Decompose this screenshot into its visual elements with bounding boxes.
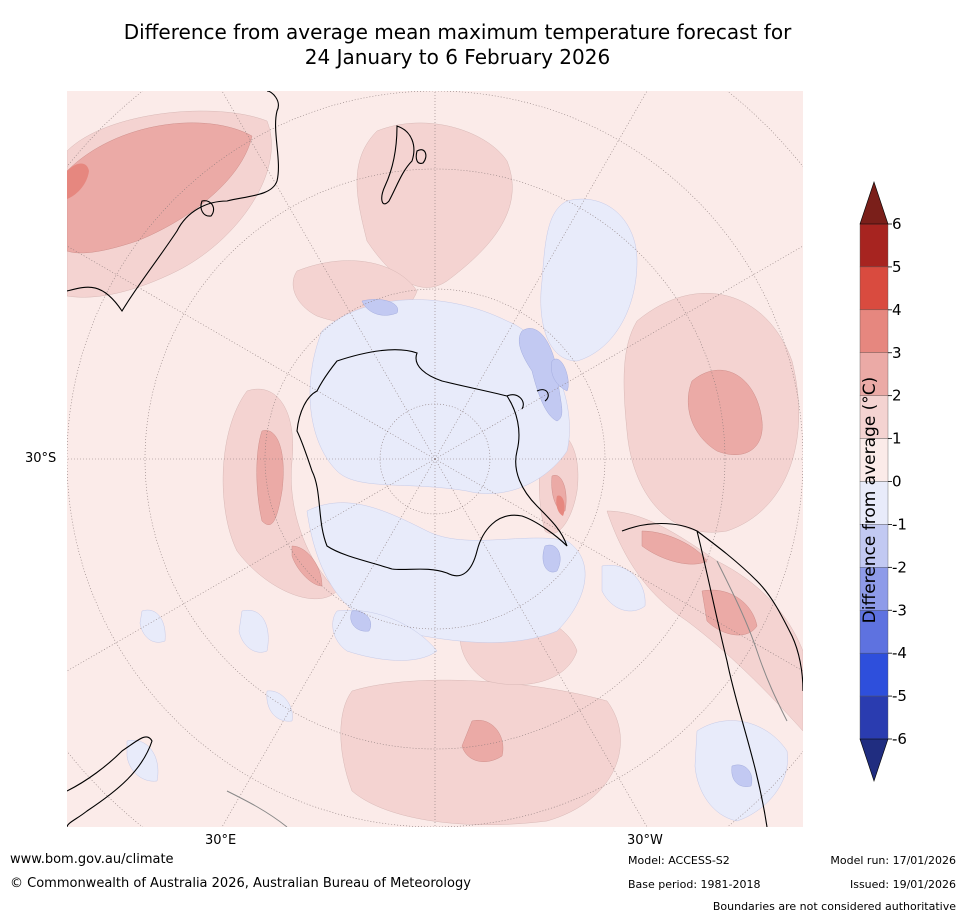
footer-issued: Issued: 19/01/2026 (849, 878, 956, 891)
colorbar-band (859, 266, 889, 311)
antarctica-coast (296, 349, 568, 577)
south-america-coast (621, 523, 803, 827)
footer-disclaimer: Boundaries are not considered authoritat… (712, 900, 956, 913)
lon-label-30e: 30°E (205, 833, 237, 848)
anomaly-warm-2-3 (67, 122, 763, 762)
lon-label-30w: 30°W (627, 833, 663, 848)
forecast-map (67, 91, 803, 827)
lat-label-30s: 30°S (25, 451, 57, 466)
title-line-2: 24 January to 6 February 2026 (304, 45, 611, 69)
australia-coast (67, 91, 279, 313)
colorbar-tick-label: -3 (892, 601, 907, 619)
colorbar-tick-label: 0 (892, 473, 902, 491)
colorbar-tick-label: -4 (892, 644, 907, 662)
graticule (67, 91, 803, 827)
footer-copyright: © Commonwealth of Australia 2026, Austra… (10, 876, 471, 891)
colorbar-bands (859, 223, 889, 740)
colorbar-tick-label: -6 (892, 730, 907, 748)
colorbar-ticks: 6 5 4 3 2 1 0 -1 -2 -3 -4 -5 -6 (888, 215, 907, 748)
africa-coast (67, 736, 153, 827)
colorbar-tick-label: -2 (892, 558, 907, 576)
colorbar-tick-label: -1 (892, 515, 907, 533)
colorbar-label: Difference from average (°C) (860, 376, 880, 624)
colorbar-tick-label: -5 (892, 687, 907, 705)
colorbar-band (859, 352, 889, 396)
title-line-1: Difference from average mean maximum tem… (123, 20, 792, 44)
colorbar-band (859, 695, 889, 740)
boundaries (226, 560, 788, 827)
colorbar-tick-label: 6 (892, 215, 902, 233)
colorbar-band (859, 610, 889, 654)
colorbar-band (859, 438, 889, 482)
colorbar-over-arrow (859, 181, 889, 225)
colorbar-tick-label: 1 (892, 430, 902, 448)
colorbar-band (859, 524, 889, 568)
colorbar-band (859, 652, 889, 697)
colorbar-under-arrow (859, 738, 889, 782)
anomaly-warm-3-4 (67, 163, 565, 516)
footer-url[interactable]: www.bom.gov.au/climate (10, 852, 174, 867)
new-zealand-coast (381, 125, 427, 205)
antarctic-peninsula (506, 389, 549, 410)
footer-model-run: Model run: 17/01/2026 (830, 854, 956, 867)
tasmania-coast (200, 200, 215, 217)
coastlines (67, 91, 803, 827)
colorbar-band (859, 223, 889, 268)
footer-model: Model: ACCESS-S2 (628, 854, 730, 867)
colorbar: 6 5 4 3 2 1 0 -1 -2 -3 -4 -5 -6 (859, 181, 907, 782)
colorbar-tick-label: 3 (892, 344, 902, 362)
colorbar-tick-label: 2 (892, 387, 902, 405)
chart-title: Difference from average mean maximum tem… (60, 20, 855, 70)
colorbar-band (859, 309, 889, 353)
footer-base-period: Base period: 1981-2018 (628, 878, 761, 891)
colorbar-band (859, 395, 889, 439)
colorbar-tick-label: 5 (892, 258, 902, 276)
colorbar-tick-label: 4 (892, 301, 902, 319)
anomaly-cool-1-2 (350, 299, 753, 787)
